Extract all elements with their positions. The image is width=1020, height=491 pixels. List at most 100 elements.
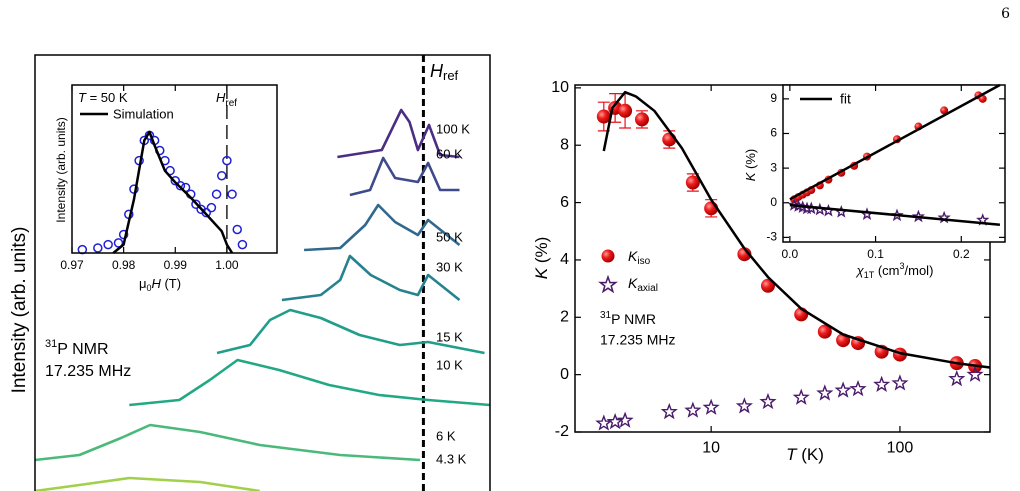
data-point (685, 175, 700, 190)
subscript: iso (637, 256, 650, 267)
data-point (596, 109, 611, 124)
y-tick-label: 0 (560, 366, 569, 383)
data-point (834, 381, 852, 398)
series-label: 10 K (436, 357, 463, 372)
y-axis-label: K (%) (743, 149, 758, 182)
data-point (618, 103, 633, 118)
unit: (%) (532, 237, 551, 268)
frame (34, 54, 491, 491)
unit: (K) (797, 445, 824, 464)
series-label: 4.3 K (436, 451, 467, 466)
y-tick-label: 6 (560, 194, 569, 211)
x-tick-label: 0.97 (60, 258, 84, 272)
y-tick-label: -2 (555, 423, 569, 440)
x-tick-label: 0.0 (782, 247, 799, 261)
spectrum (34, 423, 421, 462)
annotation: 17.235 MHz (45, 363, 131, 380)
data-point (191, 199, 201, 210)
annotation: 17.235 MHz (600, 332, 675, 348)
data-point (201, 207, 212, 218)
data-point (948, 369, 966, 387)
data-point (118, 229, 129, 240)
data-point (660, 402, 678, 420)
x-tick-label: 0.2 (953, 247, 970, 261)
data-point (817, 324, 832, 339)
subscript: ref (443, 68, 459, 83)
data-point (595, 414, 613, 431)
unit: (cm (874, 263, 899, 278)
symbol: H (151, 276, 161, 291)
annotation-text: = 50 K (86, 90, 128, 105)
superscript: 31 (600, 310, 612, 321)
data-point (737, 247, 752, 262)
data-point (634, 112, 649, 127)
symbol: H (430, 61, 444, 81)
symbol: K (628, 275, 638, 291)
data-point (616, 411, 634, 428)
y-tick-label: 8 (560, 136, 569, 153)
x-axis-label: μ0H (T) (139, 276, 181, 293)
annotation: 31P NMR (600, 310, 656, 327)
x-axis-label: T (K) (786, 445, 824, 464)
data-point (216, 170, 227, 181)
spectrum (337, 108, 460, 159)
series-label: 100 K (436, 121, 470, 136)
annotation: T = 50 K (78, 90, 128, 105)
symbol: K (743, 171, 758, 181)
data-point (759, 392, 777, 410)
data-point (211, 189, 222, 199)
x-axis-label: χ1T (cm3/mol) (856, 261, 934, 280)
data-point (93, 243, 103, 253)
reference-label: Href (430, 61, 459, 84)
series-label: 30 K (436, 259, 463, 274)
legend-label: fit (840, 91, 851, 107)
spectrum (216, 308, 485, 355)
data-point (792, 388, 810, 405)
data-point (849, 379, 867, 397)
subscript: ref (225, 98, 237, 109)
data-point (175, 181, 186, 191)
data-point (873, 375, 891, 392)
y-tick-label: -3 (766, 230, 777, 244)
superscript: 3 (900, 261, 905, 271)
fit-line (789, 83, 1001, 201)
symbol: H (216, 90, 226, 105)
subscript: 0 (146, 283, 151, 293)
fit-line (112, 130, 234, 254)
unit: /mol) (905, 263, 934, 278)
data-point (103, 239, 113, 250)
data-point (911, 209, 926, 223)
symbol: K (532, 267, 551, 279)
x-tick-label: 0.99 (164, 258, 188, 272)
legend-label: Kiso (628, 248, 651, 267)
fit-line (602, 90, 991, 369)
data-point (206, 202, 217, 213)
spectrum (281, 254, 461, 302)
symbol: T (786, 445, 798, 464)
data-point (760, 278, 775, 293)
frame (71, 84, 278, 254)
data-point (170, 176, 181, 186)
x-tick-label: 10 (702, 440, 720, 457)
data-point (702, 398, 720, 415)
series-label: 15 K (436, 329, 463, 344)
y-tick-label: 0 (770, 195, 777, 209)
symbol: μ (139, 276, 147, 291)
superscript: 31 (45, 338, 57, 350)
spectrum (304, 203, 461, 252)
x-tick-label: 1.00 (215, 258, 239, 272)
symbol: K (628, 248, 638, 264)
y-tick-label: 9 (770, 91, 777, 105)
annotation-text: P NMR (57, 341, 108, 358)
data-point (232, 224, 242, 235)
data-point (816, 384, 834, 401)
data-point (237, 239, 248, 250)
reference-label: Href (216, 90, 237, 108)
spectrum (349, 156, 460, 197)
legend-swatch (601, 249, 615, 263)
series-label: 60 K (436, 146, 463, 161)
spectrum (129, 358, 491, 407)
annotation: 31P NMR (45, 338, 109, 358)
data-point (684, 401, 702, 418)
y-tick-label: 10 (551, 79, 569, 96)
